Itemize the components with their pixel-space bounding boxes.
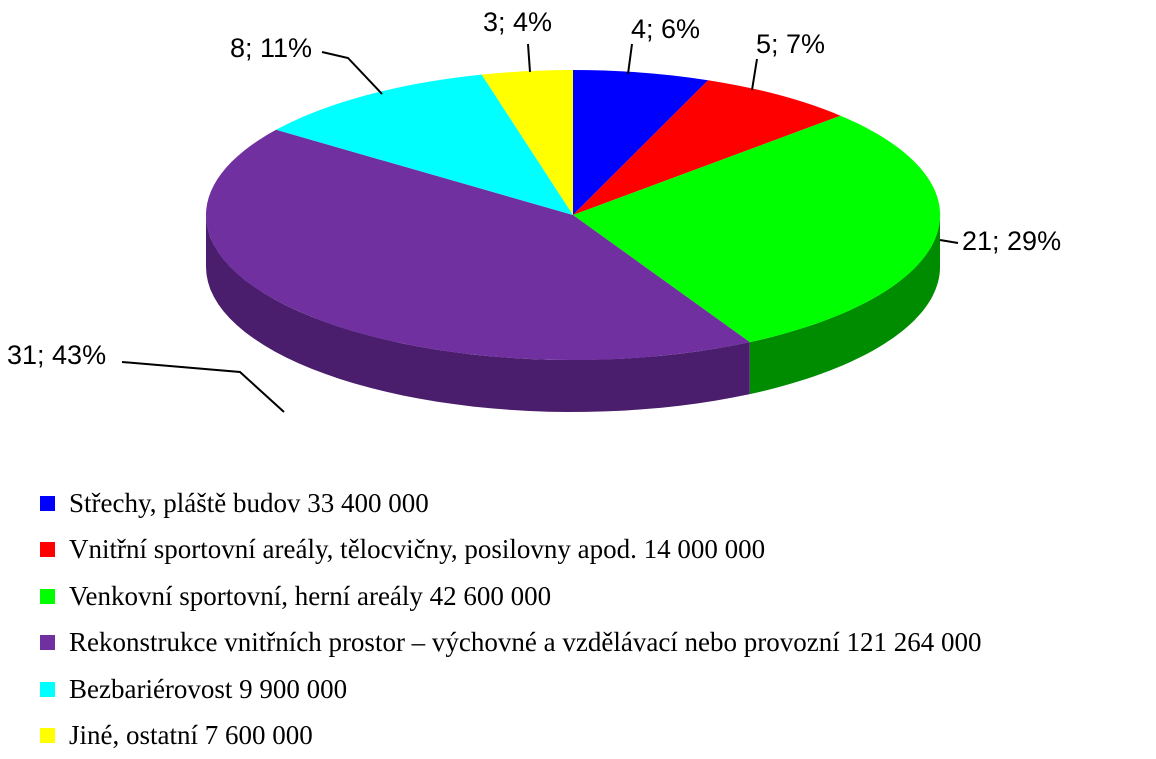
- leader-line: [528, 44, 530, 72]
- legend-swatch: [40, 728, 55, 743]
- leader-line: [628, 44, 632, 74]
- data-label: 8; 11%: [230, 33, 312, 63]
- data-label: 21; 29%: [962, 226, 1061, 256]
- legend-item: Vnitřní sportovní areály, tělocvičny, po…: [40, 527, 982, 574]
- legend-item: Rekonstrukce vnitřních prostor – výchovn…: [40, 620, 982, 667]
- leader-line: [940, 240, 958, 243]
- legend-label: Rekonstrukce vnitřních prostor – výchovn…: [69, 627, 982, 658]
- leader-line: [322, 52, 382, 94]
- leader-line: [122, 362, 284, 412]
- legend-label: Střechy, pláště budov 33 400 000: [69, 488, 429, 519]
- pie-tops: [206, 70, 940, 360]
- legend-swatch: [40, 496, 55, 511]
- legend: Střechy, pláště budov 33 400 000 Vnitřní …: [40, 480, 982, 759]
- data-label: 5; 7%: [756, 29, 825, 59]
- legend-item: Venkovní sportovní, herní areály 42 600 …: [40, 573, 982, 620]
- legend-item: Střechy, pláště budov 33 400 000: [40, 480, 982, 527]
- legend-swatch: [40, 542, 55, 557]
- legend-label: Venkovní sportovní, herní areály 42 600 …: [69, 581, 551, 612]
- data-label: 4; 6%: [631, 14, 700, 44]
- legend-label: Jiné, ostatní 7 600 000: [69, 720, 313, 751]
- legend-swatch: [40, 682, 55, 697]
- legend-label: Bezbariérovost 9 900 000: [69, 674, 347, 705]
- data-label: 31; 43%: [7, 340, 106, 370]
- legend-label: Vnitřní sportovní areály, tělocvičny, po…: [69, 534, 765, 565]
- leader-line: [752, 59, 757, 90]
- legend-swatch: [40, 589, 55, 604]
- legend-item: Jiné, ostatní 7 600 000: [40, 713, 982, 759]
- data-label: 3; 4%: [483, 7, 552, 37]
- legend-swatch: [40, 635, 55, 650]
- legend-item: Bezbariérovost 9 900 000: [40, 666, 982, 713]
- pie-chart: 4; 6% 5; 7% 21; 29% 31; 43% 8; 11% 3; 4%: [0, 0, 1156, 480]
